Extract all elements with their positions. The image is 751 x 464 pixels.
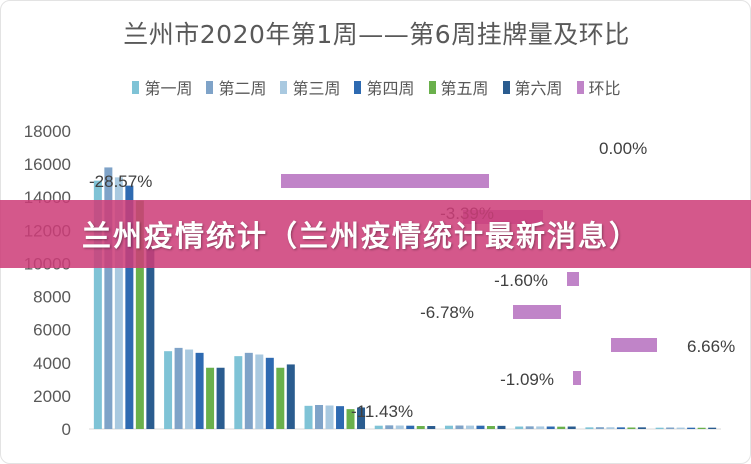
- bar: [595, 427, 604, 429]
- bar: [557, 426, 566, 429]
- bar: [304, 405, 313, 429]
- y-tick-label: 6000: [33, 321, 71, 340]
- legend-label: 第三周: [292, 79, 341, 98]
- bar: [497, 425, 506, 429]
- bar: [616, 427, 625, 429]
- y-tick-label: 0: [62, 420, 71, 439]
- legend-item: 第五周: [428, 75, 489, 99]
- bar: [708, 427, 717, 429]
- bar: [395, 425, 404, 429]
- legend-label: 第六周: [514, 79, 563, 98]
- bar: [406, 425, 415, 429]
- ratio-label: 0.00%: [599, 139, 647, 158]
- legend-swatch: [354, 80, 362, 94]
- bar: [195, 352, 204, 429]
- bar: [244, 352, 253, 429]
- bar: [416, 426, 425, 429]
- bar: [687, 427, 696, 429]
- legend-swatch: [280, 80, 288, 94]
- ratio-bar: [573, 371, 581, 385]
- bar: [346, 409, 355, 429]
- bar: [536, 426, 545, 429]
- bar: [676, 427, 685, 429]
- bar: [567, 426, 576, 429]
- chart-title: 兰州市2020年第1周——第6周挂牌量及环比: [123, 20, 630, 49]
- ratio-bar: [567, 272, 579, 286]
- banner-text: 兰州疫情统计（兰州疫情统计最新消息）: [82, 219, 641, 253]
- legend-item: 第二周: [206, 75, 266, 99]
- legend-label: 第二周: [218, 79, 267, 98]
- bar: [427, 426, 436, 429]
- bar: [255, 354, 264, 429]
- ratio-label: -1.60%: [494, 271, 548, 290]
- ratio-label: -11.43%: [351, 402, 413, 421]
- chart-legend: 第一周 第二周 第三周 第四周 第五周 第六周 环比: [1, 75, 750, 99]
- ratio-bar: [611, 338, 657, 352]
- y-tick-label: 16000: [24, 155, 71, 174]
- bar: [315, 404, 324, 429]
- legend-swatch: [502, 80, 510, 94]
- legend-item: 第六周: [502, 75, 563, 99]
- legend-label: 第一周: [144, 79, 193, 98]
- ratio-label: 6.66%: [687, 337, 735, 356]
- bar: [286, 364, 295, 429]
- bar: [697, 427, 706, 429]
- bar: [444, 425, 453, 429]
- bar: [164, 351, 173, 429]
- legend-swatch: [576, 80, 584, 94]
- bar: [336, 406, 345, 429]
- legend-item: 第四周: [354, 75, 415, 99]
- bar: [357, 407, 366, 429]
- bar: [114, 177, 123, 429]
- ratio-bar: [513, 305, 561, 319]
- bar: [525, 426, 534, 429]
- bar: [104, 167, 113, 429]
- legend-label: 第五周: [440, 79, 489, 98]
- bar: [585, 427, 594, 429]
- bar: [627, 427, 636, 429]
- legend-item: 第三周: [280, 75, 340, 99]
- bar: [146, 246, 155, 429]
- bar: [666, 427, 675, 429]
- bar: [216, 367, 225, 429]
- legend-swatch: [132, 80, 140, 94]
- bar: [234, 356, 243, 429]
- legend-label: 第四周: [366, 79, 415, 98]
- bar: [325, 405, 334, 429]
- bar: [265, 357, 274, 429]
- legend-item: 环比: [576, 75, 621, 99]
- bar: [174, 347, 183, 429]
- bar: [465, 425, 474, 429]
- ratio-label: -1.09%: [500, 370, 554, 389]
- bar: [206, 367, 215, 429]
- ratio-bar: [281, 174, 489, 188]
- bar: [455, 425, 464, 429]
- bar: [125, 185, 134, 429]
- ratio-label: -28.57%: [89, 172, 152, 191]
- bar: [515, 426, 524, 429]
- y-tick-label: 4000: [33, 354, 71, 373]
- legend-item: 第一周: [132, 75, 192, 99]
- bar: [546, 426, 555, 429]
- y-tick-label: 2000: [33, 387, 71, 406]
- y-tick-label: 8000: [33, 288, 71, 307]
- bar: [606, 427, 615, 429]
- bar: [276, 367, 285, 429]
- bar: [655, 427, 664, 429]
- legend-swatch: [206, 80, 214, 94]
- legend-swatch: [428, 80, 436, 94]
- overlay-banner: 兰州疫情统计（兰州疫情统计最新消息）: [0, 200, 751, 268]
- bar: [135, 200, 144, 429]
- bar: [374, 425, 383, 429]
- bar: [637, 427, 646, 429]
- bar: [385, 425, 394, 429]
- bar: [93, 180, 102, 429]
- bar: [476, 425, 485, 429]
- ratio-label: -6.78%: [420, 303, 474, 322]
- bar: [486, 426, 495, 429]
- legend-label: 环比: [588, 79, 621, 98]
- bar: [185, 349, 194, 429]
- y-tick-label: 18000: [24, 122, 71, 141]
